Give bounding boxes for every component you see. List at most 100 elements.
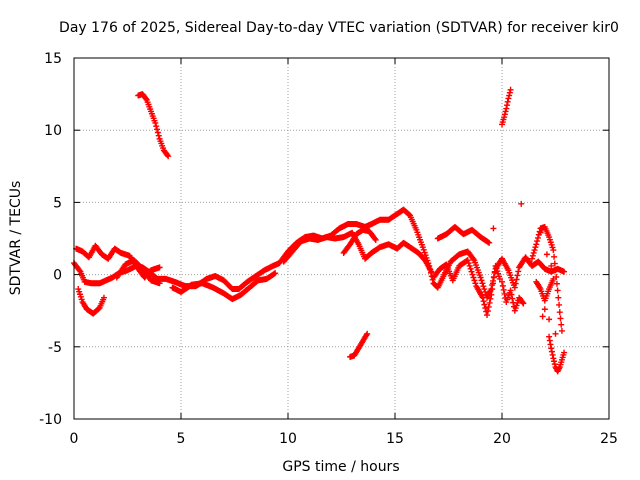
data-point — [153, 123, 160, 130]
data-point — [472, 280, 479, 287]
data-point — [555, 294, 562, 301]
x-tick-label: 20 — [493, 431, 511, 447]
data-point — [513, 276, 520, 283]
data-point — [486, 299, 493, 306]
data-point — [549, 351, 556, 358]
data-point — [546, 337, 553, 344]
y-tick-label: 5 — [53, 195, 62, 211]
data-point — [485, 303, 492, 310]
data-point — [466, 262, 473, 269]
data-point — [528, 255, 535, 262]
data-point — [550, 247, 557, 254]
data-point — [481, 286, 488, 293]
data-point — [478, 277, 485, 284]
data-point — [468, 268, 475, 275]
data-point — [556, 301, 563, 308]
data-point — [561, 349, 568, 356]
data-point — [506, 89, 513, 96]
data-point — [552, 267, 559, 274]
data-point — [507, 86, 514, 93]
data-point — [519, 299, 526, 306]
data-point — [479, 294, 486, 301]
data-point — [428, 268, 435, 275]
data-point — [531, 247, 538, 254]
data-point — [499, 282, 506, 289]
data-point — [537, 229, 544, 236]
data-point — [471, 277, 478, 284]
x-tick-label: 10 — [279, 431, 297, 447]
y-tick-label: -5 — [48, 340, 62, 356]
data-point — [548, 348, 555, 355]
data-point — [553, 280, 560, 287]
data-point — [552, 330, 559, 337]
data-point — [154, 129, 161, 136]
data-point — [508, 291, 515, 298]
data-point — [470, 274, 477, 281]
data-point — [500, 286, 507, 293]
data-point — [561, 268, 568, 275]
data-point — [501, 111, 508, 118]
data-point — [536, 228, 543, 235]
data-point — [465, 260, 472, 267]
data-point — [547, 341, 554, 348]
data-point — [371, 235, 378, 242]
data-point — [165, 153, 172, 160]
data-point — [503, 105, 510, 112]
data-point — [155, 132, 162, 139]
data-point — [551, 253, 558, 260]
data-point — [501, 290, 508, 297]
data-point — [515, 268, 522, 275]
data-point — [548, 345, 555, 352]
data-point — [558, 327, 565, 334]
data-point — [490, 225, 497, 232]
data-point — [505, 95, 512, 102]
data-point — [550, 275, 557, 282]
data-point — [486, 239, 493, 246]
data-point — [100, 294, 107, 301]
data-point — [480, 283, 487, 290]
data-point — [512, 280, 519, 287]
data-point — [504, 98, 511, 105]
data-point — [142, 95, 149, 102]
data-point — [480, 298, 487, 305]
data-point — [546, 333, 553, 340]
x-tick-label: 0 — [70, 431, 79, 447]
data-point — [539, 313, 546, 320]
y-tick-label: -10 — [39, 412, 62, 428]
data-series — [71, 86, 568, 375]
data-point — [511, 284, 518, 291]
data-point — [557, 315, 564, 322]
data-point — [484, 312, 491, 319]
y-axis-label: SDTVAR / TECUs — [8, 181, 24, 296]
data-point — [470, 255, 477, 262]
data-point — [490, 274, 497, 281]
data-point — [514, 272, 521, 279]
data-point — [156, 280, 163, 287]
data-point — [164, 152, 171, 159]
axis-ticks: 0 5 10 15 20 25 -10 -5 0 5 10 15 — [39, 51, 618, 447]
data-point — [484, 307, 491, 314]
data-point — [556, 309, 563, 316]
y-tick-label: 0 — [53, 268, 62, 284]
data-point — [481, 301, 488, 308]
data-point — [372, 236, 379, 243]
data-point — [543, 251, 550, 258]
data-point — [503, 102, 510, 109]
data-point — [364, 330, 371, 337]
data-point — [551, 361, 558, 368]
data-point — [548, 262, 555, 269]
data-point — [530, 249, 537, 256]
data-point — [507, 287, 514, 294]
y-tick-label: 15 — [44, 51, 62, 67]
data-point — [558, 321, 565, 328]
x-axis-label: GPS time / hours — [282, 459, 399, 475]
data-point — [541, 306, 548, 313]
data-point — [487, 295, 494, 302]
y-tick-label: 10 — [44, 123, 62, 139]
data-point — [520, 300, 527, 307]
data-point — [501, 114, 508, 121]
data-point — [533, 241, 540, 248]
grid — [74, 58, 609, 419]
plot-frame — [73, 57, 610, 420]
